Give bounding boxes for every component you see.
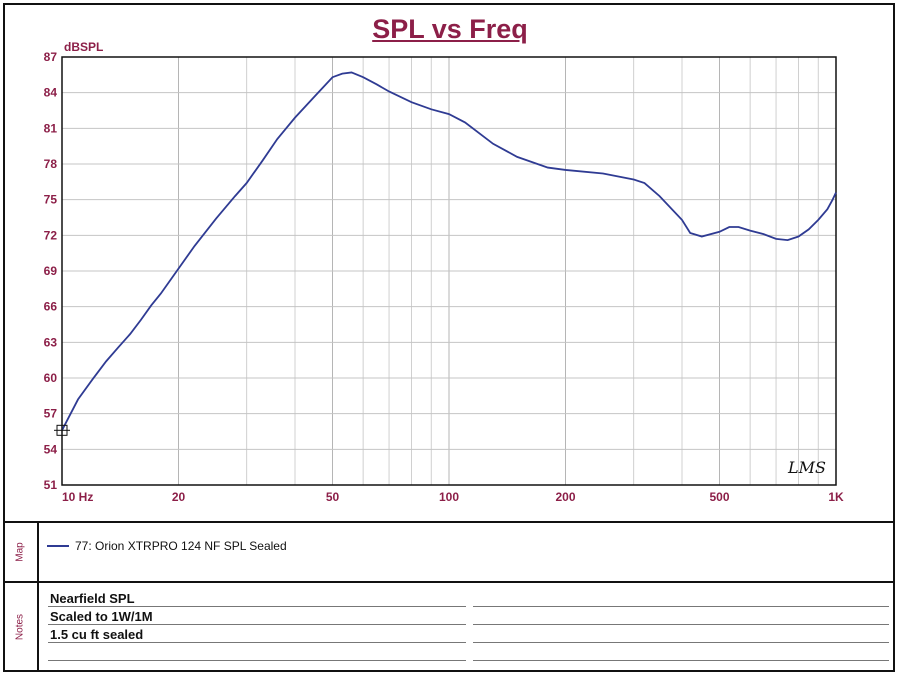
- note-rule: [473, 660, 889, 661]
- y-tick-label: 72: [44, 228, 58, 242]
- x-tick-label: 20: [172, 490, 186, 504]
- x-tick-label: 100: [439, 490, 459, 504]
- x-tick-label: 50: [326, 490, 340, 504]
- x-tick-label: 500: [709, 490, 729, 504]
- note-rule: [48, 606, 466, 607]
- y-tick-label: 81: [44, 121, 58, 135]
- legend-side-label: Map: [3, 523, 39, 581]
- legend-swatch: [47, 545, 69, 547]
- chart-title: SPL vs Freq: [372, 14, 528, 44]
- notes-side-label: Notes: [3, 581, 39, 672]
- note-line-3: 1.5 cu ft sealed: [50, 627, 144, 642]
- note-rule: [473, 606, 889, 607]
- legend-section-label: Map: [14, 542, 26, 562]
- y-tick-label: 57: [44, 407, 58, 421]
- series-line: [61, 71, 837, 431]
- y-tick-label: 84: [44, 86, 58, 100]
- y-tick-label: 63: [44, 335, 58, 349]
- lms-watermark: LMS: [788, 458, 826, 477]
- note-line-2: Scaled to 1W/1M: [50, 609, 153, 624]
- note-rule: [48, 642, 466, 643]
- note-rule: [48, 624, 466, 625]
- grid-layer: [62, 57, 836, 485]
- y-tick-label: 60: [44, 371, 58, 385]
- legend-entry[interactable]: 77: Orion XTRPRO 124 NF SPL Sealed: [47, 539, 287, 553]
- y-tick-label: 78: [44, 157, 58, 171]
- cursor-marker[interactable]: [54, 422, 70, 439]
- note-rule: [473, 624, 889, 625]
- notes-section-label: Notes: [14, 613, 26, 640]
- note-line-1: Nearfield SPL: [50, 591, 135, 606]
- x-tick-label: 1K: [828, 490, 844, 504]
- legend-entry-label: 77: Orion XTRPRO 124 NF SPL Sealed: [75, 539, 287, 553]
- y-tick-label: 75: [44, 193, 58, 207]
- notes-panel: Notes Nearfield SPL Scaled to 1W/1M 1.5 …: [3, 581, 895, 672]
- y-tick-label: 51: [44, 478, 58, 492]
- note-rule: [48, 660, 466, 661]
- chart-frame: [3, 3, 895, 672]
- plot-border: [61, 56, 837, 486]
- y-tick-label: 87: [44, 50, 58, 64]
- y-axis-label: dBSPL: [64, 40, 103, 54]
- x-tick-label: 200: [555, 490, 575, 504]
- y-tick-label: 54: [44, 442, 58, 456]
- y-tick-labels: 87 84 81 78 75 72 69 66 63 60 57 54 51: [44, 50, 58, 492]
- x-tick-label: 10 Hz: [62, 490, 93, 504]
- y-tick-label: 66: [44, 300, 58, 314]
- note-rule: [473, 642, 889, 643]
- legend-panel: Map 77: Orion XTRPRO 124 NF SPL Sealed: [3, 521, 895, 583]
- x-tick-labels: 10 Hz 20 50 100 200 500 1K: [62, 490, 844, 504]
- y-tick-label: 69: [44, 264, 58, 278]
